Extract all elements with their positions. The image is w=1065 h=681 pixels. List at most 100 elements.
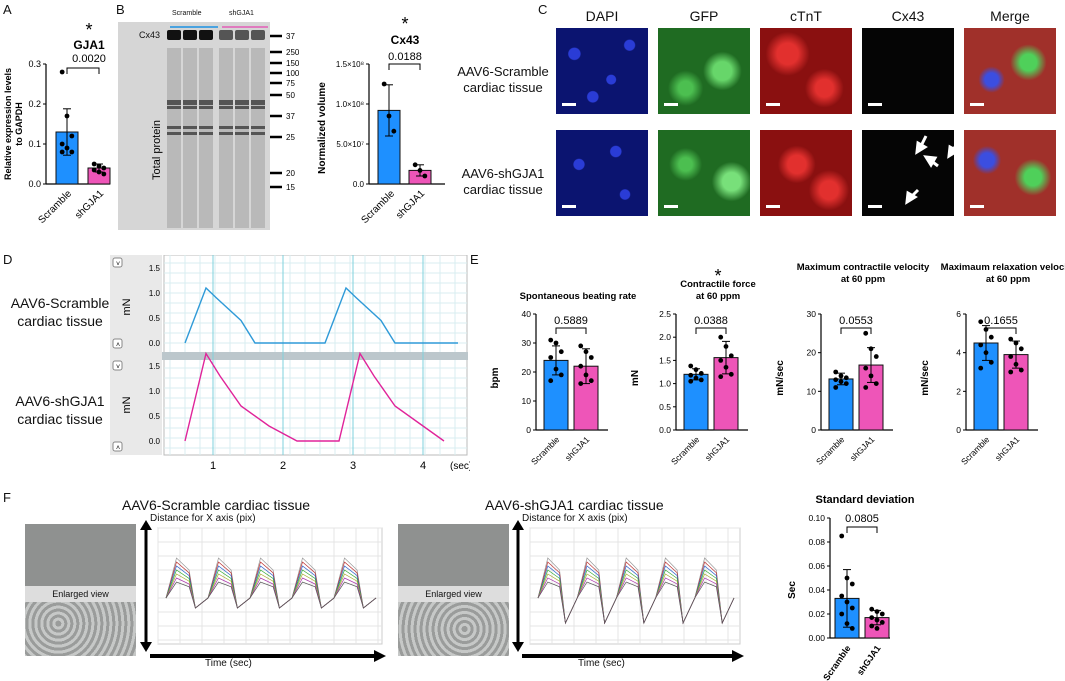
panel-e-xlabel: Scramble	[814, 434, 847, 467]
sd-point	[839, 533, 845, 539]
col-header-ctnt: cTnT	[790, 8, 822, 24]
e1-point	[548, 337, 554, 343]
panel-a-ylabel-2: to GAPDH	[14, 102, 24, 146]
panel-a-title: GJA1	[73, 38, 105, 52]
panel-e-charts: Spontaneous beating ratebpm0102030400.58…	[490, 262, 1065, 467]
e4-point	[978, 342, 984, 348]
cx43-band	[183, 30, 197, 40]
e1-point	[583, 349, 589, 355]
a-point	[91, 167, 97, 173]
e2-point	[688, 372, 694, 378]
mw-marker-label: 100	[286, 69, 300, 78]
e3-ytick-label: 10	[807, 386, 817, 396]
e4-ytick-label: 2	[956, 386, 961, 396]
total-protein-band	[199, 132, 213, 135]
e2-ytick-label: 0.0	[659, 425, 671, 435]
sd-ytick-label: 0.10	[808, 513, 825, 523]
e2-point	[688, 363, 694, 369]
sd-point	[849, 581, 855, 587]
e1-ytick-label: 40	[522, 309, 532, 319]
f-left-tracking	[140, 520, 386, 662]
e4-point	[988, 359, 994, 365]
b-ytick-label: 1.0×10⁸	[336, 100, 364, 109]
b-point	[412, 162, 418, 168]
total-protein-band	[235, 132, 249, 135]
panel-e-ylabel: bpm	[490, 367, 501, 388]
panel-b-ylabel: Normalized volume	[317, 82, 328, 174]
e1-ytick-label: 0	[526, 425, 531, 435]
total-protein-band	[219, 106, 233, 109]
mw-marker-label: 50	[286, 91, 295, 100]
e2-point	[693, 375, 699, 381]
e2-point	[698, 377, 704, 383]
panel-a-ylabel-1: Relative expression levels	[3, 68, 13, 180]
trace-collapse-toggle-top[interactable]	[112, 257, 123, 268]
trace-xtick: 4	[420, 460, 426, 472]
col-header-gfp: GFP	[689, 8, 719, 24]
e4-point	[1008, 354, 1014, 359]
total-protein-band	[167, 126, 181, 129]
total-protein-band	[199, 100, 213, 103]
tracking-trace	[537, 581, 735, 625]
e1-point	[553, 366, 559, 372]
a-point	[101, 165, 107, 171]
total-protein-lane	[219, 48, 233, 228]
e4-point	[978, 319, 984, 325]
e1-point	[548, 378, 554, 384]
trace-expand-toggle-top[interactable]	[112, 338, 123, 349]
tracking-plot-area	[529, 527, 741, 645]
e1-point	[578, 363, 584, 369]
col-header-cx43: Cx43	[891, 8, 925, 24]
trace-collapse-toggle-bottom[interactable]	[112, 360, 123, 371]
b-point	[417, 168, 423, 173]
e1-ytick-label: 10	[522, 396, 532, 406]
total-protein-band	[219, 102, 233, 105]
e2-bar-scramble	[683, 373, 709, 431]
b-bracket	[388, 63, 421, 70]
sd-point	[874, 626, 880, 631]
total-protein-lane	[199, 48, 213, 228]
image-merge-scramble	[964, 28, 1056, 114]
panel-b-star: *	[401, 14, 408, 34]
f-right-xaxis-bottom: Time (sec)	[578, 658, 625, 669]
trace-unit-top: mN	[121, 298, 133, 315]
western-blot-bands	[167, 26, 268, 228]
panel-e-ylabel: mN/sec	[775, 360, 786, 396]
trace-expand-toggle-bottom[interactable]	[112, 441, 123, 452]
image-ctnt-shgja1	[760, 130, 852, 216]
a-ytick-label: 0.2	[28, 99, 41, 109]
e3-point	[873, 354, 879, 359]
sd-point	[849, 605, 855, 611]
f-sd-chart: Standard deviation Sec 0.00 0.02 0.04 0.06 0.0…	[787, 494, 915, 681]
mw-marker-label: 75	[286, 79, 295, 88]
sd-title: Standard deviation	[815, 494, 914, 506]
tracking-y-arrowhead	[140, 642, 152, 652]
trace-ytick-top: 1.0	[149, 289, 161, 298]
sd-ytick-label: 0.04	[808, 585, 825, 595]
total-protein-band	[183, 126, 197, 129]
panel-e-ylabel: mN	[630, 370, 641, 386]
panel-e-title-1: Maximum contractile velocity	[797, 262, 930, 273]
trace-label-shgja1-line2: cardiac tissue	[17, 411, 103, 427]
a-ytick-label: 0.0	[28, 179, 41, 189]
trace-unit-bottom: mN	[121, 396, 133, 413]
e2-point	[723, 364, 729, 370]
e4-point	[988, 334, 994, 340]
row-label-scramble-line1: AAV6-Scramble	[457, 64, 549, 79]
total-protein-band	[199, 126, 213, 129]
row-label-scramble: AAV6-Scramble cardiac tissue	[448, 64, 558, 96]
total-protein-band	[235, 100, 249, 103]
total-protein-band	[219, 126, 233, 129]
row-label-scramble-line2: cardiac tissue	[463, 80, 543, 95]
svg-text:˄: ˄	[116, 445, 120, 452]
panel-letter-b: B	[116, 2, 125, 17]
f-left-enlarged-label: Enlarged view	[25, 586, 136, 602]
panel-a-xlabel-shgja1: shGJA1	[73, 188, 106, 221]
tracking-trace	[165, 581, 377, 609]
panel-b-axes: 0.0 5.0×10⁷ 1.0×10⁸ 1.5×10⁸	[336, 60, 445, 189]
trace-label-scramble-line1: AAV6-Scramble	[10, 295, 110, 311]
image-dapi-scramble	[556, 28, 648, 114]
a-bracket	[66, 67, 100, 74]
trace-scramble	[184, 286, 458, 344]
